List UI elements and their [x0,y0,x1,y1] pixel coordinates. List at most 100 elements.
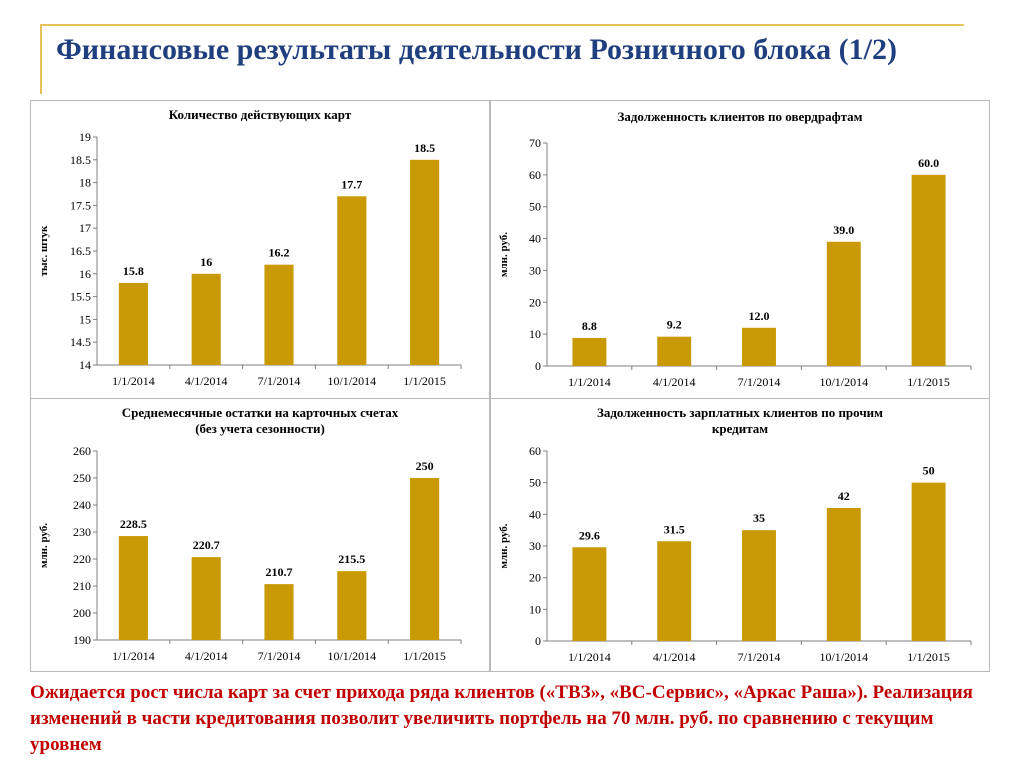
data-label: 210.7 [266,565,293,579]
x-tick-label: 1/1/2015 [907,375,950,389]
y-tick-label: 30 [529,263,541,277]
y-tick-label: 60 [529,444,541,458]
title-frame-top [40,24,964,26]
footer-note: Ожидается рост числа карт за счет приход… [30,682,973,755]
x-tick-label: 4/1/2014 [185,649,228,663]
y-tick-label: 16 [79,267,91,281]
y-tick-label: 17 [79,221,91,235]
chart-active-cards: Количество действующих карт 14 14.5 15 15.5 1… [30,100,490,400]
y-tick-label: 30 [529,539,541,553]
bar [657,541,692,641]
y-tick-label: 18.5 [70,153,91,167]
chart-title-line: Количество действующих карт [168,107,352,122]
y-axis-title: млн. руб. [38,523,50,568]
bar [337,571,367,640]
y-tick-label: 15.5 [70,290,91,304]
y-tick-label: 40 [529,232,541,246]
y-tick-label: 40 [529,507,541,521]
bar [572,547,607,641]
x-tick-label: 4/1/2014 [653,375,696,389]
y-tick-label: 250 [73,471,91,485]
data-label: 35 [753,511,765,525]
chart-title-line: (без учета сезонности) [195,421,325,436]
y-tick-label: 260 [73,444,91,458]
chart-title: Среднемесячные остатки на карточных счет… [31,405,489,437]
chart-svg: 0 10 20 30 40 50 60 70 млн. руб. 8.8 1/1/2014 9.2 4/… [498,136,972,389]
data-label: 29.6 [579,528,600,542]
x-tick-label: 7/1/2014 [738,375,781,389]
data-label: 60.0 [918,156,939,170]
y-tick-label: 0 [535,634,541,648]
y-tick-label: 18 [79,176,91,190]
chart-svg: 190 200 210 220 230 240 250 260 млн. руб. 228.5 1/… [38,444,462,663]
bar [264,584,294,640]
data-label: 8.8 [582,319,597,333]
bar [657,336,692,366]
chart-title-line: Среднемесячные остатки на карточных счет… [121,405,399,420]
data-label: 250 [416,459,434,473]
x-tick-label: 10/1/2014 [819,650,868,664]
x-tick-label: 1/1/2015 [403,374,446,388]
data-label: 228.5 [120,517,147,531]
x-tick-label: 7/1/2014 [738,650,781,664]
chart-title-line: Задолженность клиентов по овердрафтам [617,109,863,124]
y-tick-label: 70 [529,136,541,150]
x-tick-label: 1/1/2014 [112,649,155,663]
y-tick-label: 60 [529,168,541,182]
data-label: 16 [200,255,212,269]
bar [742,327,776,366]
y-tick-label: 16.5 [70,244,91,258]
data-label: 16.2 [269,246,290,260]
y-tick-label: 14 [79,358,91,372]
y-tick-label: 14.5 [70,335,91,349]
chart-svg: 0 10 20 30 40 50 60 млн. руб. 29.6 1/1/2014 31.5 4/… [498,444,972,664]
y-tick-label: 19 [79,130,91,144]
y-tick-label: 200 [73,606,91,620]
bar [118,282,148,365]
chart-overdraft-debt: Задолженность клиентов по овердрафтам 0 10… [490,100,990,400]
data-label: 12.0 [749,309,770,323]
bar [118,536,148,640]
x-tick-label: 10/1/2014 [327,649,376,663]
y-tick-label: 220 [73,552,91,566]
bar [911,482,946,641]
y-tick-label: 17.5 [70,198,91,212]
bar [410,159,440,365]
chart-card-balances: Среднемесячные остатки на карточных счет… [30,398,490,672]
chart-title: Количество действующих карт [31,107,489,123]
y-axis-title: тыс. штук [38,225,50,276]
bar [191,273,221,365]
y-axis-title: млн. руб. [498,523,510,568]
y-tick-label: 240 [73,498,91,512]
bar [264,264,294,365]
x-tick-label: 7/1/2014 [258,374,301,388]
x-tick-label: 1/1/2014 [112,374,155,388]
data-label: 17.7 [341,177,362,191]
bar [410,478,440,640]
x-tick-label: 1/1/2015 [403,649,446,663]
data-label: 50 [923,464,935,478]
data-label: 42 [838,489,850,503]
data-label: 15.8 [123,264,144,278]
x-tick-label: 1/1/2015 [907,650,950,664]
x-tick-label: 1/1/2014 [568,375,611,389]
bar [742,530,776,641]
x-tick-label: 1/1/2014 [568,650,611,664]
y-tick-label: 20 [529,295,541,309]
chart-salary-client-loans: Задолженность зарплатных клиентов по про… [490,398,990,672]
y-tick-label: 20 [529,571,541,585]
bar [826,241,861,366]
y-tick-label: 50 [529,200,541,214]
y-tick-label: 0 [535,359,541,373]
bar [572,337,607,366]
bar [337,196,367,365]
x-tick-label: 10/1/2014 [327,374,376,388]
bar [911,174,946,366]
data-label: 220.7 [193,538,220,552]
chart-title-line: Задолженность зарплатных клиентов по про… [596,405,884,420]
y-axis-title: млн. руб. [498,232,510,277]
data-label: 31.5 [664,522,685,536]
y-tick-label: 230 [73,525,91,539]
x-tick-label: 4/1/2014 [185,374,228,388]
title-frame-left [40,24,42,94]
